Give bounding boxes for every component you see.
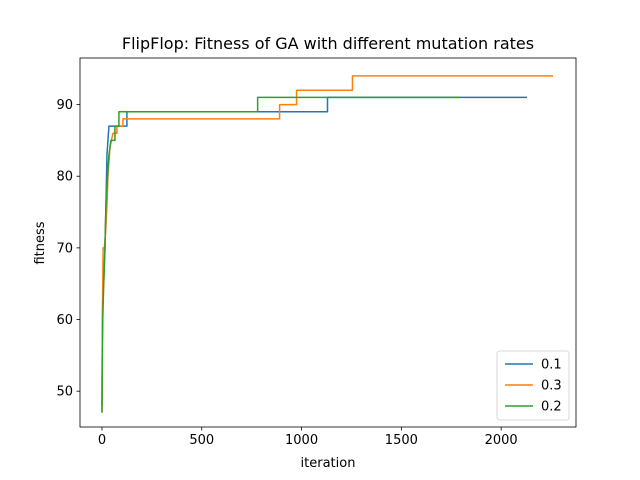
plot-area [101,75,554,413]
legend-label-2: 0.3 [541,379,562,394]
legend-label-1: 0.1 [541,358,562,373]
x-tick-label: 1000 [285,433,318,448]
y-tick-label: 50 [56,385,73,400]
series-line-2 [101,75,554,413]
series-lines [101,75,554,413]
y-tick-label: 60 [56,313,73,328]
legend-label-3: 0.2 [541,400,562,415]
legend: 0.1 0.3 0.2 [496,350,570,421]
series-line-3 [101,96,460,413]
axes: 0 500 1000 1500 2000 50 60 70 80 90 [56,57,577,448]
x-tick-label: 1500 [385,433,418,448]
chart-title: FlipFlop: Fitness of GA with different m… [122,34,534,53]
x-axis-label: iteration [301,456,356,471]
x-tick-label: 2000 [485,433,518,448]
y-axis-label: fitness [33,221,48,264]
y-tick-label: 70 [56,241,73,256]
x-tick-label: 500 [189,433,214,448]
y-tick-label: 80 [56,170,73,185]
x-tick-label: 0 [98,433,106,448]
axes-frame [79,57,577,428]
y-tick-label: 90 [56,98,73,113]
